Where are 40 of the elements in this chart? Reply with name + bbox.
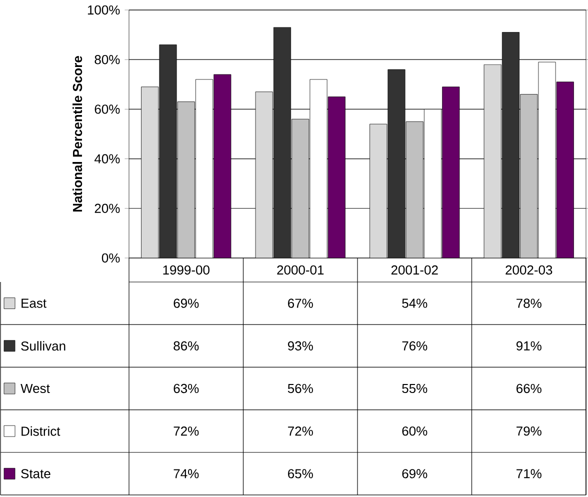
legend-label: State	[21, 469, 50, 478]
data-label: 69%	[174, 298, 199, 308]
y-axis-title: National Percentile Score	[72, 56, 82, 212]
y-tick-label: 40%	[94, 154, 120, 164]
data-label: 93%	[288, 341, 313, 350]
y-tick-label: 100%	[88, 5, 120, 15]
data-label: 86%	[174, 341, 199, 350]
data-label: 71%	[516, 469, 542, 478]
bar	[556, 82, 574, 258]
data-label: 72%	[174, 426, 199, 436]
y-tick-label: 0%	[102, 253, 120, 263]
legend-label: West	[20, 384, 50, 394]
legend-label: District	[22, 426, 60, 436]
y-tick-label: 20%	[94, 204, 120, 213]
x-tick-label: 2002-03	[506, 265, 552, 275]
bar	[442, 86, 460, 258]
bar	[214, 74, 232, 258]
data-label: 60%	[402, 426, 428, 436]
data-label: 91%	[516, 341, 542, 350]
x-tick-label: 1999-00	[163, 265, 210, 275]
legend-label: East	[22, 298, 46, 308]
data-label: 65%	[288, 469, 313, 478]
data-label: 69%	[402, 469, 428, 478]
data-label: 63%	[174, 384, 199, 394]
data-label: 67%	[288, 298, 313, 308]
data-label: 55%	[402, 384, 428, 394]
data-label: 72%	[288, 426, 313, 436]
data-label: 66%	[516, 384, 542, 394]
legend-label: Sullivan	[21, 341, 66, 351]
y-tick-label: 80%	[94, 54, 120, 64]
data-label: 76%	[402, 341, 428, 350]
x-tick-label: 2001-02	[391, 265, 438, 275]
data-label: 74%	[174, 469, 199, 478]
bar	[328, 96, 346, 258]
data-label: 78%	[516, 298, 542, 308]
data-label: 79%	[516, 426, 542, 436]
x-tick-label: 2000-01	[277, 265, 324, 275]
data-label: 56%	[288, 384, 313, 394]
data-label: 54%	[402, 298, 428, 308]
y-tick-label: 60%	[94, 104, 120, 114]
